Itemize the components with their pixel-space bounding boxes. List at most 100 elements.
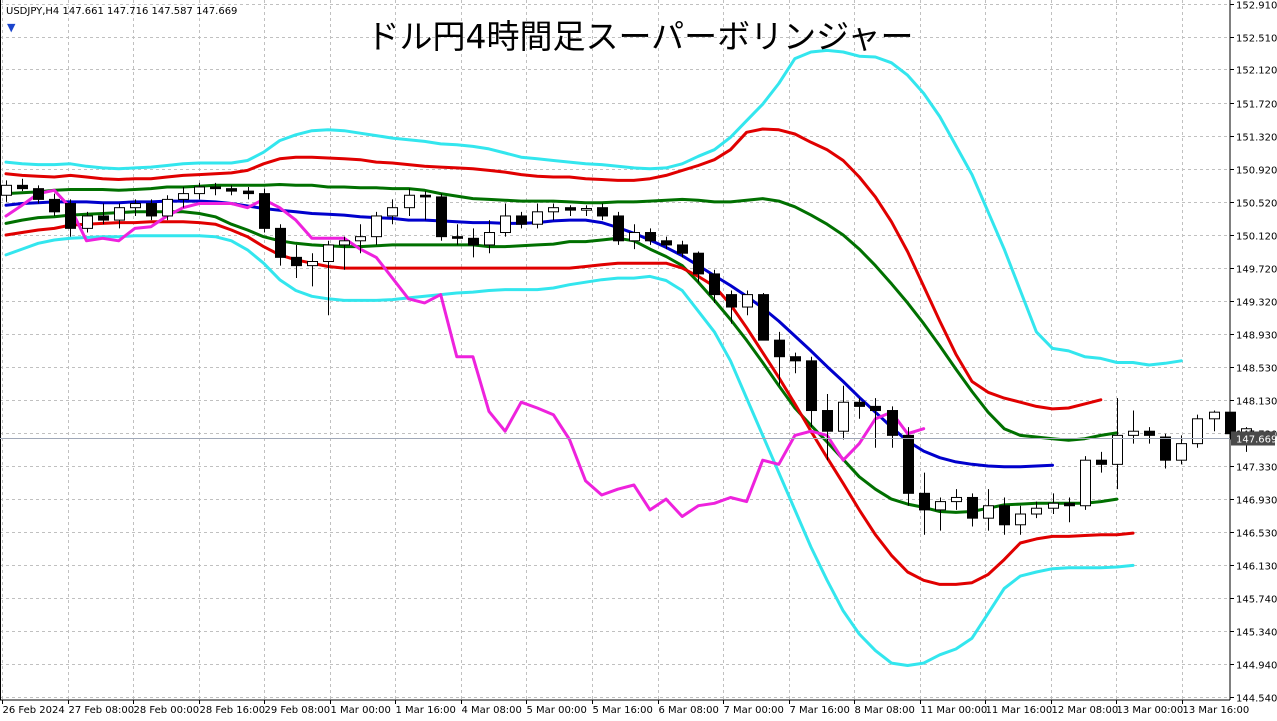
candlesticks	[1, 178, 1268, 535]
candle	[1176, 435, 1187, 465]
candle-body	[581, 208, 592, 211]
x-tick-label: 26 Feb 2024	[3, 705, 65, 716]
candle	[323, 240, 334, 316]
candle-body	[307, 260, 318, 267]
y-tick-label: 145.740	[1236, 595, 1277, 606]
candle	[82, 211, 93, 233]
candle-body	[323, 244, 334, 262]
x-tick-label: 28 Feb 16:00	[200, 705, 266, 716]
series-line-3	[4, 48, 1183, 367]
candle-body	[709, 273, 720, 296]
x-tick-label: 8 Mar 08:00	[855, 705, 915, 716]
candle-body	[903, 434, 914, 494]
candle-body	[1096, 459, 1107, 465]
x-tick-label: 7 Mar 00:00	[724, 705, 784, 716]
candle	[1144, 427, 1155, 444]
current-price-tag	[1231, 431, 1275, 446]
candle-body	[870, 405, 881, 412]
candle	[854, 398, 865, 419]
candle-body	[259, 193, 270, 229]
candle-body	[516, 215, 527, 225]
candle-body	[130, 203, 141, 209]
series-line-3	[4, 234, 1135, 667]
candle	[919, 472, 930, 535]
candle	[1112, 398, 1123, 490]
candle	[967, 493, 978, 527]
candle	[758, 292, 769, 341]
candle-body	[339, 240, 350, 246]
candle	[194, 182, 205, 200]
candle	[1160, 433, 1171, 469]
candle-body	[597, 207, 608, 217]
series-line-1	[4, 183, 1119, 442]
x-tick-label: 1 Mar 00:00	[331, 705, 391, 716]
candle	[597, 203, 608, 221]
candle	[146, 199, 157, 221]
y-tick-label: 147.330	[1236, 463, 1277, 474]
y-tick-label: 152.910	[1236, 1, 1277, 12]
candle	[275, 224, 286, 266]
candle	[355, 224, 366, 254]
candle-body	[919, 492, 930, 511]
y-tick-label: 144.940	[1236, 661, 1277, 672]
candle-body	[1064, 502, 1075, 507]
indicator-series	[4, 48, 1183, 667]
candle	[983, 489, 994, 531]
candle-body	[774, 339, 785, 358]
candle-body	[404, 194, 415, 209]
y-tick-label: 146.130	[1236, 562, 1277, 573]
candle	[1064, 497, 1075, 523]
candle-body	[677, 244, 688, 254]
y-tick-label: 150.920	[1236, 166, 1277, 177]
candle	[162, 195, 173, 221]
candle-body	[661, 240, 672, 246]
axes	[0, 0, 1231, 701]
candle	[178, 186, 189, 208]
y-tick-label: 150.120	[1236, 232, 1277, 243]
candle	[870, 398, 881, 448]
candle-body	[1144, 430, 1155, 436]
candle-body	[82, 215, 93, 229]
candle-body	[806, 360, 817, 412]
candle	[17, 178, 28, 192]
candle	[98, 203, 109, 225]
candle-body	[275, 227, 286, 258]
candle-body	[49, 198, 60, 213]
candle-body	[935, 501, 946, 511]
series-line-lagging-span	[4, 188, 926, 518]
candle-body	[1, 184, 12, 196]
candle	[1096, 451, 1107, 473]
candle	[1031, 501, 1042, 519]
x-tick-label: 7 Mar 16:00	[790, 705, 850, 716]
candle	[726, 290, 737, 324]
y-tick-label: 148.130	[1236, 397, 1277, 408]
candle-body	[951, 496, 962, 503]
candle-body	[645, 232, 656, 242]
candle-body	[146, 203, 157, 217]
y-tick-label: 144.540	[1236, 694, 1277, 705]
candle-body	[420, 194, 431, 198]
x-tick-label: 5 Mar 16:00	[593, 705, 653, 716]
candle	[565, 205, 576, 216]
candle-body	[532, 211, 543, 225]
candle	[709, 269, 720, 303]
series-line-2	[4, 127, 1103, 411]
candle-body	[1080, 459, 1091, 507]
candle	[226, 185, 237, 196]
candle	[387, 199, 398, 225]
candle-body	[613, 215, 624, 242]
candle-body	[967, 496, 978, 519]
y-tick-label: 151.320	[1236, 133, 1277, 144]
candle	[951, 489, 962, 510]
candle	[114, 203, 125, 229]
candle-body	[838, 401, 849, 432]
candle	[420, 191, 431, 221]
candle-body	[1209, 411, 1220, 420]
series-line-2	[4, 220, 1135, 586]
current-price-marker: 147.669	[0, 431, 1277, 446]
candle-body	[371, 215, 382, 238]
candle-body	[758, 294, 769, 341]
candle-body	[387, 207, 398, 217]
candle	[452, 224, 463, 245]
